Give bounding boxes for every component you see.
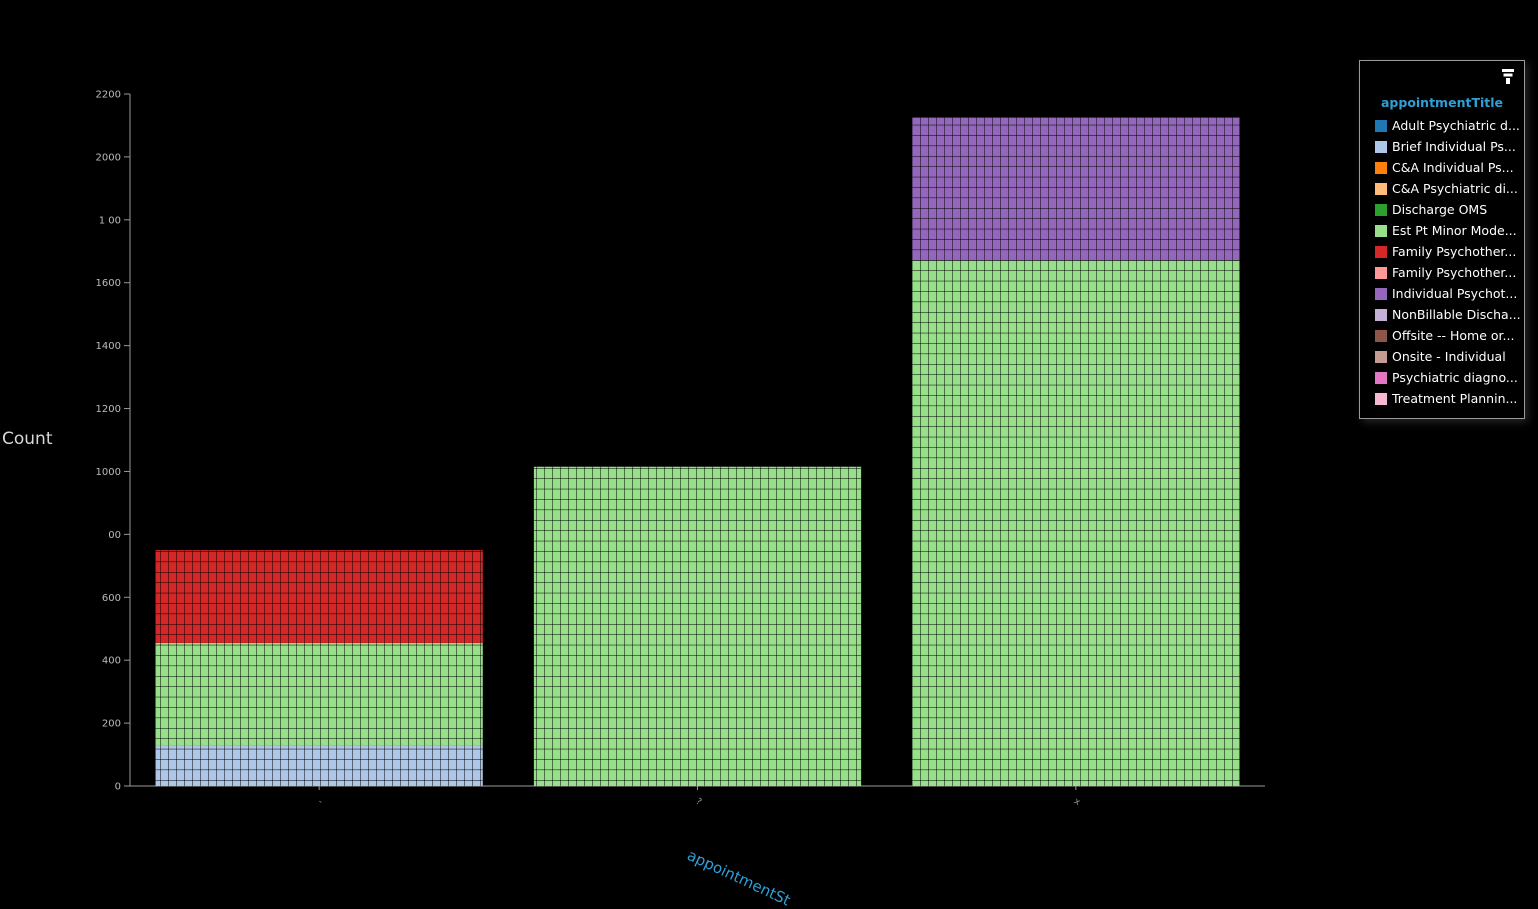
legend-label: Offsite -- Home or... xyxy=(1392,328,1515,343)
legend-label: Adult Psychiatric d... xyxy=(1392,118,1520,133)
bar-segment-grid xyxy=(155,745,483,786)
legend-swatch xyxy=(1375,203,1387,216)
legend-item[interactable]: Est Pt Minor Mode... xyxy=(1375,220,1521,241)
bar-segment-grid xyxy=(912,117,1240,261)
legend-label: Brief Individual Ps... xyxy=(1392,139,1516,154)
legend-item[interactable]: Brief Individual Ps... xyxy=(1375,136,1521,157)
y-tick-label: 200 xyxy=(102,719,121,730)
legend-item[interactable]: Family Psychother... xyxy=(1375,241,1521,262)
legend-swatch xyxy=(1375,140,1387,153)
x-tick-label: ? xyxy=(694,797,703,808)
y-axis-label: Count xyxy=(2,429,53,449)
y-tick-label: 2000 xyxy=(96,152,121,163)
legend-swatch xyxy=(1375,287,1387,300)
legend-swatch xyxy=(1375,182,1387,195)
y-tick-label: 1600 xyxy=(96,278,121,289)
y-tick-label: 400 xyxy=(102,656,121,667)
legend: appointmentTitle Adult Psychiatric d... B… xyxy=(1359,60,1525,419)
legend-label: Psychiatric diagno... xyxy=(1392,370,1518,385)
legend-swatch xyxy=(1375,119,1387,132)
legend-swatch xyxy=(1375,308,1387,321)
legend-item[interactable]: Treatment Plannin... xyxy=(1375,388,1521,409)
legend-label: C&A Individual Ps... xyxy=(1392,160,1514,175)
legend-item[interactable]: Onsite - Individual xyxy=(1375,346,1521,367)
x-tick-label: - xyxy=(316,797,324,807)
legend-label: Est Pt Minor Mode... xyxy=(1392,223,1517,238)
bar-segment-grid xyxy=(912,260,1240,786)
legend-swatch xyxy=(1375,392,1387,405)
y-tick-label: 1200 xyxy=(96,404,121,415)
legend-title: appointmentTitle xyxy=(1380,95,1503,110)
legend-swatch xyxy=(1375,266,1387,279)
legend-item[interactable]: Family Psychother... xyxy=(1375,262,1521,283)
legend-label: Treatment Plannin... xyxy=(1392,391,1518,406)
legend-swatch xyxy=(1375,371,1387,384)
legend-label: Onsite - Individual xyxy=(1392,349,1506,364)
legend-item[interactable]: Adult Psychiatric d... xyxy=(1375,115,1521,136)
y-tick-label: 00 xyxy=(108,530,121,541)
y-tick-label: 1400 xyxy=(96,341,121,352)
y-tick-label: 1 00 xyxy=(99,215,121,226)
legend-label: Family Psychother... xyxy=(1392,265,1517,280)
legend-label: Discharge OMS xyxy=(1392,202,1488,217)
bar-segment-grid xyxy=(155,642,483,746)
bar-segment-grid xyxy=(533,466,862,786)
legend-swatch xyxy=(1375,350,1387,363)
legend-label: Family Psychother... xyxy=(1392,244,1517,259)
x-tick-label: x xyxy=(1072,797,1082,809)
legend-swatch xyxy=(1375,161,1387,174)
filter-icon[interactable] xyxy=(1502,69,1514,84)
legend-swatch xyxy=(1375,224,1387,237)
y-tick-label: 2200 xyxy=(96,90,121,101)
legend-item[interactable]: Offsite -- Home or... xyxy=(1375,325,1521,346)
legend-item[interactable]: Psychiatric diagno... xyxy=(1375,367,1521,388)
legend-label: NonBillable Discha... xyxy=(1392,307,1521,322)
legend-item[interactable]: Discharge OMS xyxy=(1375,199,1521,220)
y-tick-label: 600 xyxy=(102,593,121,604)
legend-item[interactable]: C&A Psychiatric di... xyxy=(1375,178,1521,199)
legend-swatch xyxy=(1375,329,1387,342)
legend-label: C&A Psychiatric di... xyxy=(1392,181,1518,196)
legend-swatch xyxy=(1375,245,1387,258)
y-tick-label: 1000 xyxy=(96,467,121,478)
legend-items: Adult Psychiatric d... Brief Individual P… xyxy=(1375,115,1521,409)
bar-segment-grid xyxy=(155,550,483,643)
legend-label: Individual Psychot... xyxy=(1392,286,1518,301)
legend-item[interactable]: Individual Psychot... xyxy=(1375,283,1521,304)
legend-item[interactable]: C&A Individual Ps... xyxy=(1375,157,1521,178)
y-tick-label: 0 xyxy=(115,782,121,793)
legend-item[interactable]: NonBillable Discha... xyxy=(1375,304,1521,325)
